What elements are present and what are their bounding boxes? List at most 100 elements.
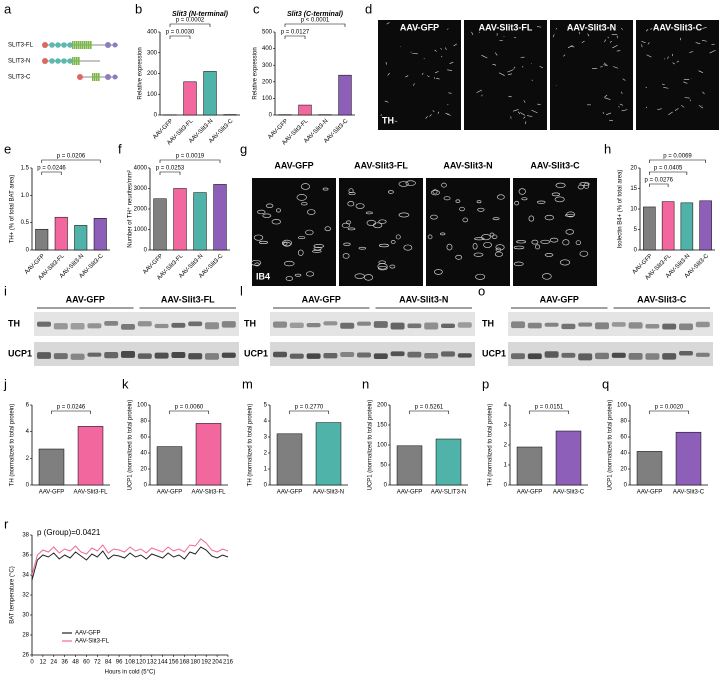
x-tick-label: 36 (61, 660, 68, 666)
nerve-fiber (609, 119, 613, 122)
y-axis-label: TH (normalized to total protein) (10, 404, 16, 487)
vessel (579, 182, 590, 186)
nerve-fiber (646, 54, 652, 58)
panel-letter: d (365, 1, 372, 16)
nerve-fiber (612, 66, 619, 69)
vessel (477, 207, 485, 212)
vessel (565, 229, 575, 235)
y-tick-label: 0.5 (21, 220, 30, 226)
band (188, 353, 203, 360)
bar (183, 81, 197, 116)
x-tick-label: AAV-GFP (277, 490, 303, 496)
band (87, 323, 102, 329)
vessel (354, 273, 365, 279)
nerve-fiber (622, 78, 626, 81)
nerve-fiber (449, 61, 454, 64)
y-axis-label: Isolectin B4+ (% of total area) (618, 170, 624, 249)
band (628, 322, 643, 329)
panel-letter: b (135, 1, 142, 16)
nerve-fiber (517, 111, 521, 115)
y-tick-label: 2000 (134, 207, 148, 213)
y-tick-label: 5 (264, 403, 268, 409)
vessel (562, 239, 570, 246)
blot-row-label: UCP1 (8, 348, 32, 358)
vessel (491, 234, 498, 239)
y-axis-label: TH+ (% of total BAT area) (10, 175, 16, 244)
p-value: p = 0.0060 (175, 405, 204, 411)
significance-bracket (169, 23, 211, 27)
panel-letter: q (602, 376, 609, 391)
band (137, 321, 152, 327)
y-tick-label: 1.5 (21, 166, 30, 172)
nerve-fiber (423, 58, 425, 60)
band (373, 321, 388, 328)
bar (153, 198, 167, 251)
y-tick-label: 3 (504, 423, 508, 429)
p-value: p = 0.0253 (156, 166, 185, 172)
egf-domain (94, 73, 96, 81)
bar (661, 201, 675, 251)
vessel (481, 234, 491, 241)
y-tick-label: 60 (620, 435, 627, 441)
nerve-fiber (612, 44, 618, 49)
nerve-fiber (674, 108, 679, 111)
nerve-fiber (434, 49, 437, 52)
y-tick-label: 0 (634, 248, 638, 254)
y-tick-label: 4 (26, 429, 30, 435)
band (373, 353, 388, 360)
x-tick-label: 12 (40, 660, 47, 666)
vessel (312, 249, 322, 253)
nerve-fiber (539, 65, 544, 69)
vessel (348, 188, 354, 194)
p-value: p < 0.0001 (301, 18, 330, 24)
significance-bracket (649, 171, 688, 175)
nerve-fiber (440, 48, 442, 50)
nerve-fiber (447, 69, 453, 71)
band (561, 323, 576, 330)
vessel (542, 273, 552, 280)
band (171, 322, 186, 328)
bar (435, 438, 462, 486)
nerve-fiber (605, 112, 612, 116)
nerve-fiber (513, 66, 516, 69)
nerve-fiber (609, 40, 612, 43)
vessel (378, 243, 390, 248)
blot (508, 312, 713, 336)
band (323, 352, 338, 359)
nerve-fiber (520, 112, 526, 116)
p-value: p = 0.0069 (663, 154, 692, 160)
micrograph-label: AAV-Slit3-FL (479, 22, 533, 32)
band (357, 321, 371, 326)
significance-bracket (289, 410, 329, 414)
micrograph-label: AAV-Slit3-N (567, 22, 616, 32)
y-tick-label: 3 (264, 435, 268, 441)
micrograph (513, 178, 597, 286)
micrograph (339, 178, 423, 286)
vessel (577, 184, 585, 190)
vessel (307, 209, 316, 215)
y-tick-label: 10 (630, 207, 637, 213)
y-tick-label: 200 (262, 79, 273, 85)
nerve-fiber (433, 77, 436, 79)
band (104, 352, 119, 359)
blot-row-label: TH (482, 318, 494, 328)
significance-bracket (169, 410, 209, 414)
vessel (281, 239, 293, 247)
ct-domain (105, 42, 111, 48)
band (171, 351, 186, 359)
x-tick-label: 156 (169, 660, 180, 666)
egf-domain (80, 41, 82, 49)
blot-group-label: AAV-GFP (302, 294, 341, 304)
x-tick-label: AAV-Slit3-C (553, 490, 585, 496)
nerve-fiber (567, 45, 573, 49)
band (37, 321, 51, 327)
nerve-fiber (621, 91, 623, 95)
y-tick-label: 50 (380, 463, 387, 469)
egf-domain (84, 41, 86, 49)
nerve-fiber (531, 109, 538, 114)
panel-letter: m (242, 376, 253, 391)
band (544, 351, 559, 358)
significance-bracket (649, 183, 669, 187)
y-tick-label: 100 (617, 403, 628, 409)
significance-bracket (529, 410, 569, 414)
